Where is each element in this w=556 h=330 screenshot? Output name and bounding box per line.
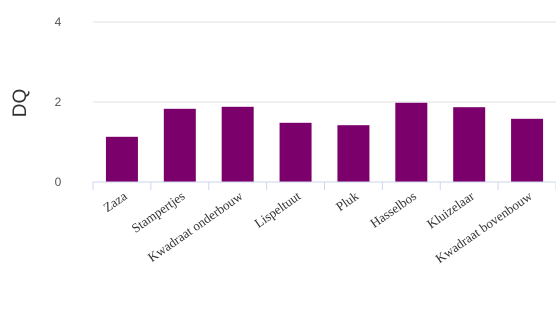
bar [221,106,254,182]
bar [163,108,196,182]
x-tick-label: Zaza [100,188,129,215]
y-tick-labels: 0 2 4 [55,15,62,189]
x-tick-label: Kwadraat bovenbouw [432,188,535,266]
bar [105,136,138,182]
y-tick-label: 4 [55,15,62,29]
y-tick-label: 0 [55,175,62,189]
bar [395,102,428,182]
y-axis-label: DQ [10,89,31,118]
x-tick-label: Pluk [333,188,362,214]
x-tick-label: Kwadraat onderbouw [145,188,246,265]
bar [453,107,486,182]
bar [337,125,370,182]
y-tick-label: 2 [55,95,62,109]
x-tick-label: Kluizelaar [424,188,477,232]
x-ticks [92,182,556,190]
bar [279,122,312,182]
bars [105,102,544,182]
gridlines [93,21,556,103]
x-tick-label: Hasselbos [367,188,419,231]
bar [511,118,544,182]
x-tick-label: Lispeltuut [251,188,303,231]
